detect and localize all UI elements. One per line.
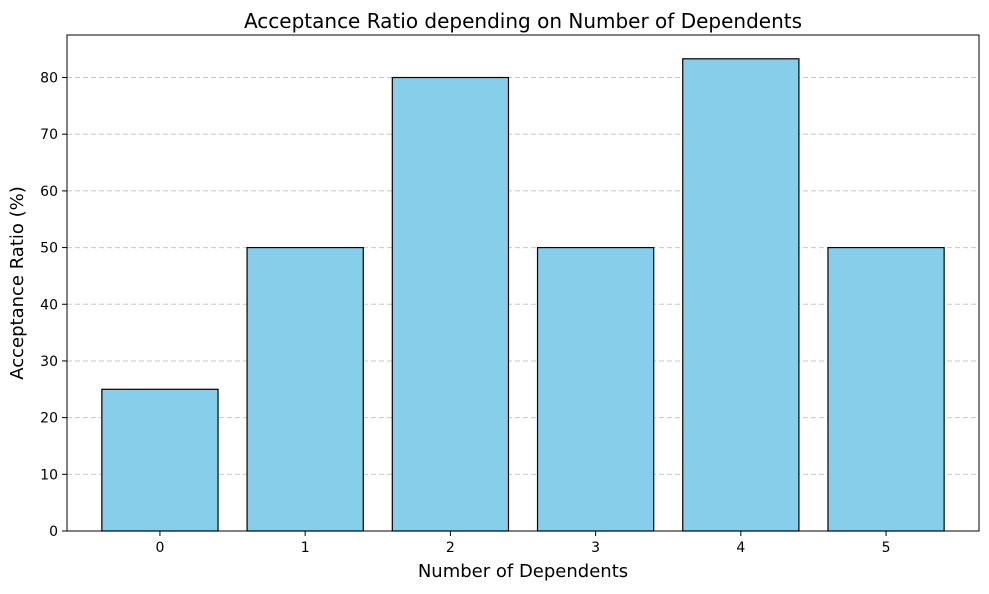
y-tick-label: 20 [40,411,58,427]
bars [101,58,945,532]
bar [101,388,219,532]
y-tick-label: 80 [40,71,58,87]
bar [246,246,364,532]
x-tick-label: 5 [882,540,891,556]
y-tick-label: 70 [40,127,58,143]
x-axis-ticks: 0 1 2 3 4 5 [155,531,891,556]
x-tick-label: 1 [301,540,310,556]
y-axis-ticks: 0 10 20 30 40 50 60 70 80 [40,71,67,540]
y-tick-label: 0 [49,524,58,540]
y-tick-label: 30 [40,354,58,370]
bar [827,246,945,532]
bar [391,76,510,532]
x-tick-label: 2 [446,540,455,556]
y-tick-label: 50 [40,241,58,257]
y-tick-label: 60 [40,184,58,200]
x-tick-label: 4 [736,540,745,556]
bar [682,58,800,532]
x-tick-label: 0 [155,540,164,556]
chart-title: Acceptance Ratio depending on Number of … [244,9,802,33]
y-tick-label: 10 [40,467,58,483]
y-tick-label: 40 [40,297,58,313]
x-axis-label: Number of Dependents [418,561,628,582]
y-axis-label: Acceptance Ratio (%) [7,186,28,380]
x-tick-label: 3 [591,540,600,556]
bar [536,246,655,532]
grid-lines [67,77,979,475]
plot-frame [66,34,980,532]
